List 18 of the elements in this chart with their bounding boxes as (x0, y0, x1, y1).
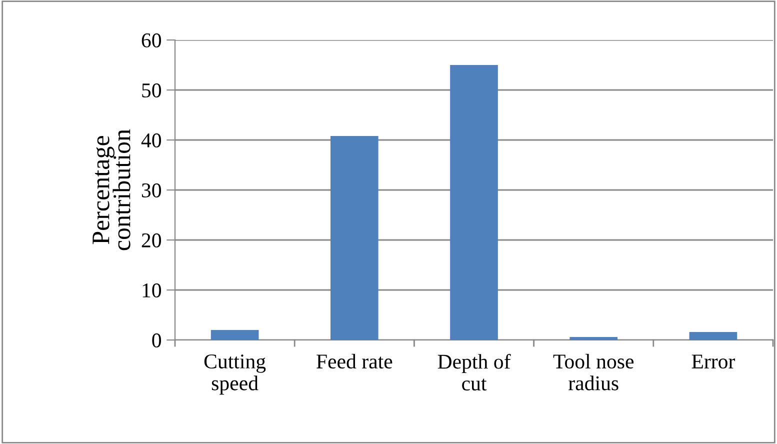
y-tick-label: 20 (142, 233, 162, 248)
bar (689, 332, 738, 340)
y-tick-label: 30 (142, 183, 162, 198)
bar (450, 65, 498, 340)
y-tick-label: 0 (152, 333, 162, 348)
bar (570, 337, 618, 340)
bar (210, 330, 259, 340)
x-tick-label: Feed rate (316, 354, 392, 369)
y-tick-label: 10 (142, 283, 162, 298)
y-axis-title: Percentage contribution (92, 129, 130, 250)
x-tick-label: Depth of cut (438, 354, 511, 391)
bar (330, 136, 378, 340)
y-tick-label: 50 (142, 83, 162, 98)
x-tick-label: Tool nose radius (553, 354, 634, 390)
x-tick-label: Error (692, 354, 735, 369)
y-tick-label: 60 (142, 33, 162, 48)
x-tick-label: Cutting speed (204, 354, 266, 395)
y-tick-label: 40 (141, 133, 162, 148)
